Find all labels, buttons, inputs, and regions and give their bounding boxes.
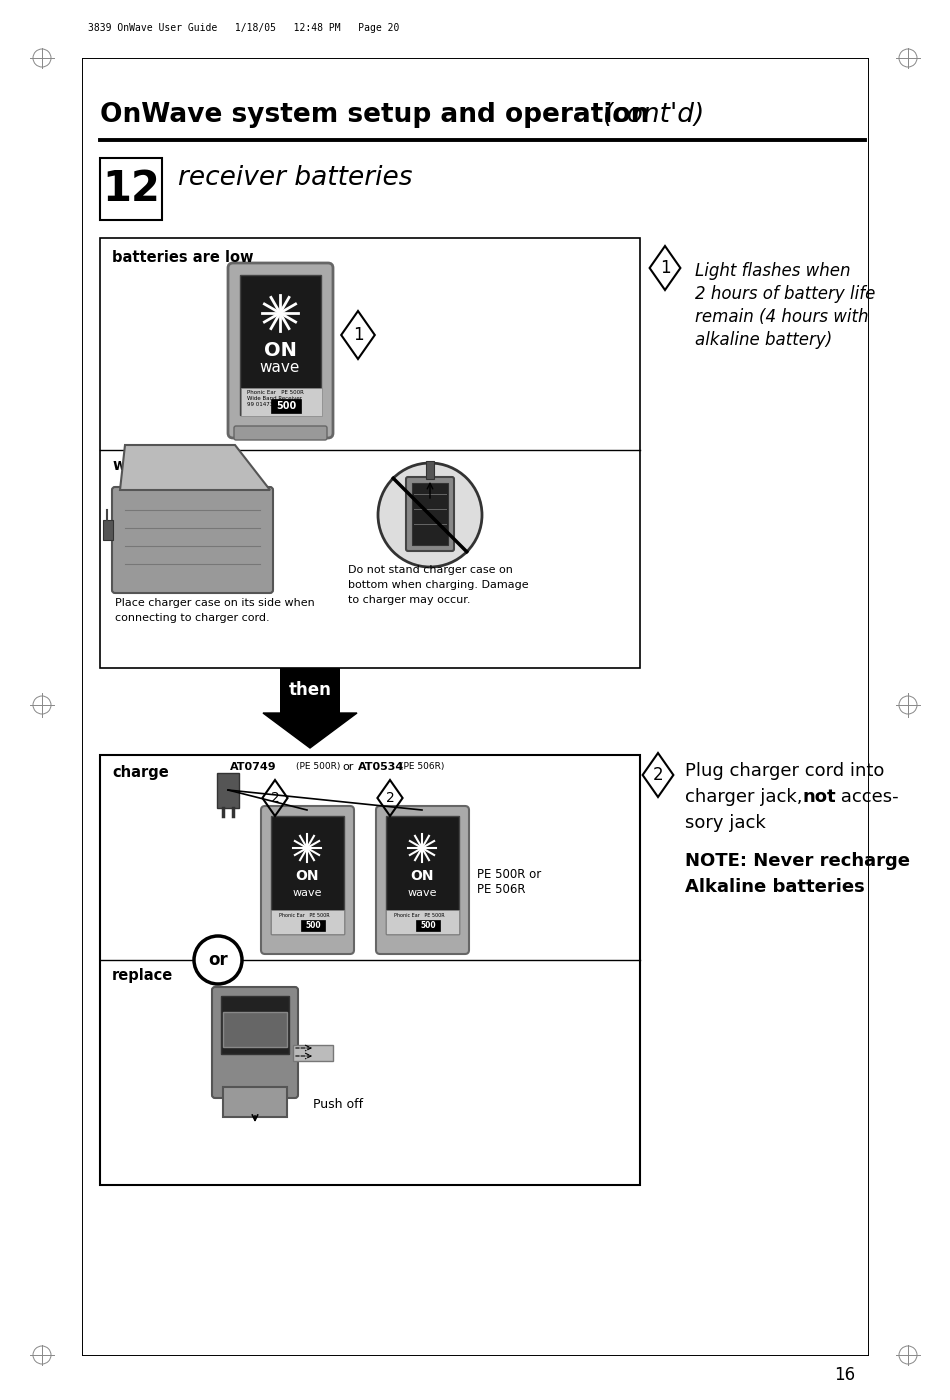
- Text: 500: 500: [276, 400, 296, 412]
- Text: to charger may occur.: to charger may occur.: [348, 595, 470, 605]
- Text: AT0749: AT0749: [230, 762, 276, 771]
- Text: 12: 12: [102, 168, 160, 210]
- Text: not: not: [803, 788, 837, 806]
- Text: wave: wave: [293, 888, 322, 897]
- Text: Phonic Ear   PE 500R: Phonic Ear PE 500R: [279, 913, 330, 918]
- Text: 500: 500: [305, 921, 321, 931]
- Text: Plug charger cord into: Plug charger cord into: [685, 762, 884, 780]
- Bar: [271, 910, 344, 934]
- Circle shape: [378, 463, 482, 567]
- Bar: [301, 920, 325, 931]
- Bar: [271, 816, 344, 934]
- Text: (PE 506R): (PE 506R): [400, 762, 445, 771]
- FancyBboxPatch shape: [212, 987, 298, 1098]
- Text: 2: 2: [653, 766, 663, 784]
- Text: 2: 2: [386, 791, 394, 805]
- Bar: [386, 910, 459, 934]
- Text: ON: ON: [295, 869, 319, 883]
- FancyBboxPatch shape: [406, 477, 454, 552]
- Text: OnWave system setup and operation: OnWave system setup and operation: [100, 102, 650, 127]
- Bar: [241, 388, 322, 416]
- Text: Phonic Ear   PE 500R
Wide Band Receiver
99 014737: Phonic Ear PE 500R Wide Band Receiver 99…: [247, 391, 304, 406]
- Text: 1: 1: [352, 326, 363, 344]
- Bar: [223, 1012, 287, 1047]
- Text: 3839 OnWave User Guide   1/18/05   12:48 PM   Page 20: 3839 OnWave User Guide 1/18/05 12:48 PM …: [88, 22, 399, 34]
- FancyBboxPatch shape: [234, 426, 327, 440]
- Text: charge: charge: [112, 764, 169, 780]
- Polygon shape: [263, 713, 357, 748]
- Bar: [293, 1044, 333, 1061]
- Circle shape: [194, 937, 242, 984]
- Text: ON: ON: [263, 340, 296, 360]
- Bar: [426, 461, 434, 479]
- Text: PE 506R: PE 506R: [477, 883, 525, 896]
- Text: Phonic Ear   PE 500R: Phonic Ear PE 500R: [394, 913, 445, 918]
- Bar: [416, 920, 440, 931]
- Text: 1: 1: [659, 259, 671, 277]
- Bar: [223, 1086, 287, 1117]
- Text: Alkaline batteries: Alkaline batteries: [685, 878, 864, 896]
- FancyBboxPatch shape: [228, 263, 333, 438]
- Text: wave: wave: [408, 888, 437, 897]
- Bar: [100, 755, 640, 1184]
- Text: charger jack,: charger jack,: [685, 788, 808, 806]
- FancyBboxPatch shape: [261, 806, 354, 953]
- Text: NOTE: Never recharge: NOTE: Never recharge: [685, 853, 910, 869]
- Text: then: then: [289, 680, 332, 699]
- Text: bottom when charging. Damage: bottom when charging. Damage: [348, 580, 528, 589]
- Text: 2 hours of battery life: 2 hours of battery life: [695, 286, 875, 302]
- Text: Do not stand charger case on: Do not stand charger case on: [348, 566, 513, 575]
- Text: warning!: warning!: [112, 458, 186, 473]
- Text: batteries are low: batteries are low: [112, 251, 254, 265]
- Bar: [221, 995, 289, 1054]
- Text: Light flashes when: Light flashes when: [695, 262, 850, 280]
- Text: acces-: acces-: [835, 788, 899, 806]
- Bar: [280, 668, 340, 713]
- Text: wave: wave: [259, 360, 300, 375]
- Text: remain (4 hours with: remain (4 hours with: [695, 308, 868, 326]
- Text: 500: 500: [420, 921, 436, 931]
- Text: PE 500R or: PE 500R or: [477, 868, 541, 881]
- Text: 2: 2: [271, 791, 279, 805]
- FancyBboxPatch shape: [376, 806, 469, 953]
- Text: Place charger case on its side when: Place charger case on its side when: [115, 598, 314, 608]
- Text: replace: replace: [112, 967, 173, 983]
- Text: (PE 500R): (PE 500R): [296, 762, 340, 771]
- Text: receiver batteries: receiver batteries: [178, 165, 412, 190]
- Text: or: or: [208, 951, 228, 969]
- Bar: [103, 519, 113, 540]
- Text: (cont'd): (cont'd): [603, 102, 705, 127]
- Text: or: or: [342, 762, 353, 771]
- Text: AT0534: AT0534: [358, 762, 405, 771]
- Bar: [240, 274, 321, 414]
- Text: Push off: Push off: [313, 1099, 363, 1112]
- Text: connecting to charger cord.: connecting to charger cord.: [115, 613, 270, 623]
- Polygon shape: [120, 445, 270, 490]
- Bar: [271, 399, 301, 413]
- Bar: [386, 816, 459, 934]
- Bar: [100, 158, 162, 220]
- Bar: [100, 238, 640, 668]
- Bar: [412, 483, 448, 545]
- FancyBboxPatch shape: [112, 487, 273, 594]
- Text: alkaline battery): alkaline battery): [695, 330, 832, 349]
- Text: sory jack: sory jack: [685, 813, 766, 832]
- Bar: [217, 773, 239, 808]
- Text: ON: ON: [410, 869, 434, 883]
- Text: 16: 16: [834, 1366, 855, 1385]
